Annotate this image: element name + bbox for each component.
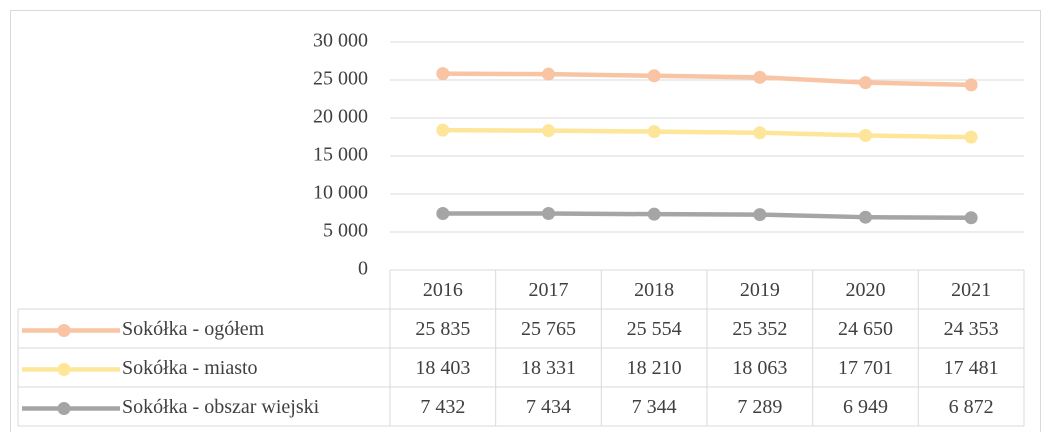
chart-frame [10,10,1041,432]
data-point [436,123,450,137]
legend-marker [57,402,71,415]
legend-marker [57,324,71,337]
legend-marker [57,363,71,376]
x-tick-label: 2016 [423,279,463,301]
table-value: 25 352 [732,318,787,340]
y-tick-label: 20 000 [313,106,368,128]
legend-label: Sokółka - obszar wiejski [122,396,320,418]
data-point [647,69,661,83]
data-point [859,210,872,224]
table-value: 25 554 [627,318,682,340]
y-tick-label: 30 000 [313,30,368,52]
table-value: 7 432 [420,396,465,418]
y-tick-label: 15 000 [313,144,368,166]
series-line [442,71,972,88]
table-value: 7 289 [737,396,782,418]
x-tick-label: 2021 [951,279,991,301]
data-point [542,67,555,81]
series-line [442,127,972,140]
data-point [964,130,978,144]
data-point [964,211,978,225]
x-tick-label: 2019 [740,279,780,301]
series-line [442,211,972,221]
y-tick-label: 10 000 [313,182,368,204]
data-point [859,76,872,90]
data-point [436,207,450,221]
data-point [647,207,661,221]
data-point [753,70,767,84]
table-value: 24 650 [838,318,893,340]
x-tick-label: 2018 [634,279,674,301]
table-value: 17 481 [944,357,999,379]
legend-label: Sokółka - ogółem [122,318,265,340]
table-value: 18 063 [732,357,787,379]
data-point [753,126,767,140]
table-value: 7 434 [526,396,571,418]
data-point [436,67,450,81]
table-value: 18 331 [521,357,576,379]
table-value: 18 210 [627,357,682,379]
legend-label: Sokółka - miasto [122,357,258,379]
x-tick-label: 2020 [846,279,886,301]
table-value: 17 701 [838,357,893,379]
y-tick-label: 25 000 [313,68,368,90]
x-tick-label: 2017 [529,279,569,301]
table-value: 6 949 [843,396,888,418]
data-point [647,125,661,139]
data-point [964,78,978,92]
table-value: 18 403 [415,357,470,379]
y-tick-label: 0 [358,258,368,280]
y-tick-label: 5 000 [323,220,368,242]
table-value: 25 835 [415,318,470,340]
table-value: 24 353 [944,318,999,340]
table-value: 7 344 [632,396,677,418]
data-point [859,128,872,142]
table-value: 6 872 [949,396,994,418]
data-point [542,124,555,138]
table-value: 25 765 [521,318,576,340]
data-point [542,207,555,221]
data-point [753,208,767,222]
